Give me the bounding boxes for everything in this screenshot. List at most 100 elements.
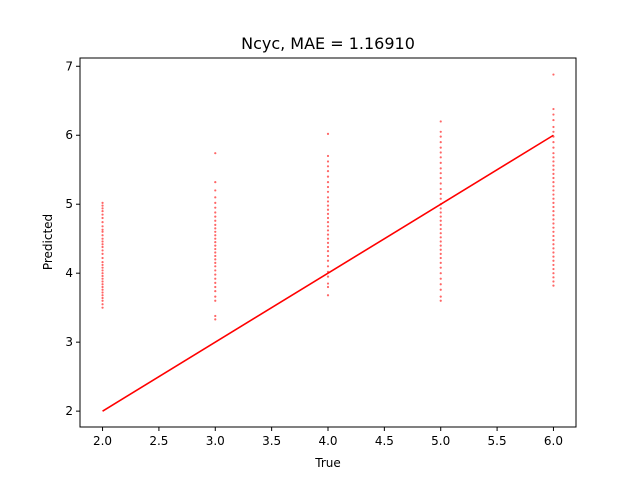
scatter-point bbox=[214, 269, 217, 272]
scatter-point bbox=[101, 234, 104, 237]
scatter-point bbox=[439, 176, 442, 180]
x-tick-label: 3.5 bbox=[262, 434, 281, 448]
scatter-point bbox=[552, 280, 555, 283]
scatter-point bbox=[101, 237, 104, 240]
scatter-point bbox=[439, 156, 442, 159]
scatter-point bbox=[552, 230, 555, 233]
scatter-point bbox=[101, 299, 104, 302]
scatter-point bbox=[214, 273, 217, 276]
scatter-point bbox=[552, 152, 555, 155]
scatter-point bbox=[439, 295, 442, 298]
scatter-point bbox=[439, 141, 442, 144]
scatter-point bbox=[439, 227, 442, 231]
scatter-point bbox=[439, 223, 442, 227]
scatter-point bbox=[326, 132, 330, 135]
scatter-point bbox=[326, 245, 330, 249]
y-tick-label: 2 bbox=[65, 404, 73, 418]
scatter-point bbox=[439, 256, 442, 260]
scatter-point bbox=[439, 244, 442, 247]
x-tick-label: 2.5 bbox=[149, 434, 168, 448]
scatter-point bbox=[326, 175, 330, 178]
scatter-point bbox=[101, 216, 104, 220]
scatter-point bbox=[439, 151, 442, 154]
scatter-point bbox=[439, 288, 442, 291]
scatter-point bbox=[439, 197, 442, 200]
scatter-point bbox=[552, 160, 555, 163]
scatter-point bbox=[439, 207, 442, 210]
y-tick-label: 7 bbox=[65, 59, 73, 73]
scatter-point bbox=[439, 135, 442, 138]
scatter-point bbox=[326, 221, 330, 224]
identity-line bbox=[102, 134, 554, 412]
scatter-point bbox=[101, 204, 104, 207]
y-tick-label: 6 bbox=[65, 128, 73, 142]
scatter-point bbox=[552, 284, 555, 287]
scatter-point bbox=[326, 165, 330, 168]
scatter-point bbox=[439, 219, 442, 222]
scatter-point bbox=[101, 228, 104, 231]
scatter-point bbox=[439, 232, 442, 235]
x-tick-label: 5.0 bbox=[431, 434, 450, 448]
scatter-point bbox=[326, 160, 330, 163]
scatter-point bbox=[214, 299, 217, 302]
scatter-point bbox=[326, 204, 330, 207]
scatter-point bbox=[552, 251, 555, 254]
plot-area bbox=[101, 73, 555, 412]
x-tick-label: 5.5 bbox=[488, 434, 507, 448]
scatter-point bbox=[101, 210, 104, 213]
scatter-point bbox=[552, 113, 555, 116]
scatter-point bbox=[439, 211, 442, 214]
scatter-point bbox=[326, 170, 330, 173]
scatter-point bbox=[214, 206, 217, 209]
scatter-point bbox=[552, 201, 555, 204]
scatter-point bbox=[101, 285, 104, 289]
scatter-point bbox=[214, 201, 217, 204]
scatter-point bbox=[101, 303, 104, 306]
scatter-point bbox=[552, 197, 555, 200]
scatter-point bbox=[101, 306, 104, 309]
scatter-point bbox=[101, 225, 104, 228]
scatter-point bbox=[326, 237, 330, 240]
scatter-point bbox=[439, 120, 442, 123]
scatter-point bbox=[439, 277, 442, 280]
scatter-point bbox=[101, 266, 104, 269]
scatter-point bbox=[101, 249, 104, 252]
scatter-point bbox=[101, 252, 104, 255]
x-tick-label: 4.5 bbox=[375, 434, 394, 448]
scatter-point bbox=[552, 73, 555, 76]
scatter-point bbox=[552, 130, 555, 133]
y-axis-ticks: 2 3 4 5 6 7 bbox=[65, 59, 80, 418]
scatter-point bbox=[439, 215, 442, 218]
scatter-point bbox=[101, 280, 104, 283]
scatter-point bbox=[552, 156, 555, 159]
scatter-point bbox=[214, 285, 217, 289]
scatter-point bbox=[326, 185, 330, 189]
scatter-point bbox=[439, 283, 442, 286]
scatter-point bbox=[214, 219, 217, 222]
scatter-point bbox=[326, 241, 330, 244]
scatter-point bbox=[101, 283, 104, 286]
scatter-point bbox=[439, 236, 442, 239]
scatter-point bbox=[326, 154, 330, 158]
scatter-point bbox=[552, 118, 555, 122]
scatter-point bbox=[214, 211, 217, 214]
scatter-point bbox=[101, 263, 104, 267]
scatter-point bbox=[439, 130, 442, 133]
scatter-point bbox=[326, 181, 330, 184]
scatter-point bbox=[101, 221, 104, 224]
scatter-point bbox=[101, 240, 104, 243]
scatter-point bbox=[326, 275, 330, 278]
scatter-point bbox=[326, 265, 330, 268]
scatter-point bbox=[214, 290, 217, 293]
scatter-point bbox=[101, 294, 104, 297]
scatter-point bbox=[552, 164, 555, 167]
scatter-point bbox=[552, 181, 555, 184]
x-tick-label: 4.0 bbox=[318, 434, 337, 448]
scatter-point bbox=[214, 152, 217, 155]
scatter-point bbox=[552, 259, 555, 262]
scatter-point bbox=[214, 223, 217, 227]
scatter-point bbox=[326, 212, 330, 215]
scatter-point bbox=[214, 258, 217, 261]
scatter-point bbox=[552, 210, 555, 213]
